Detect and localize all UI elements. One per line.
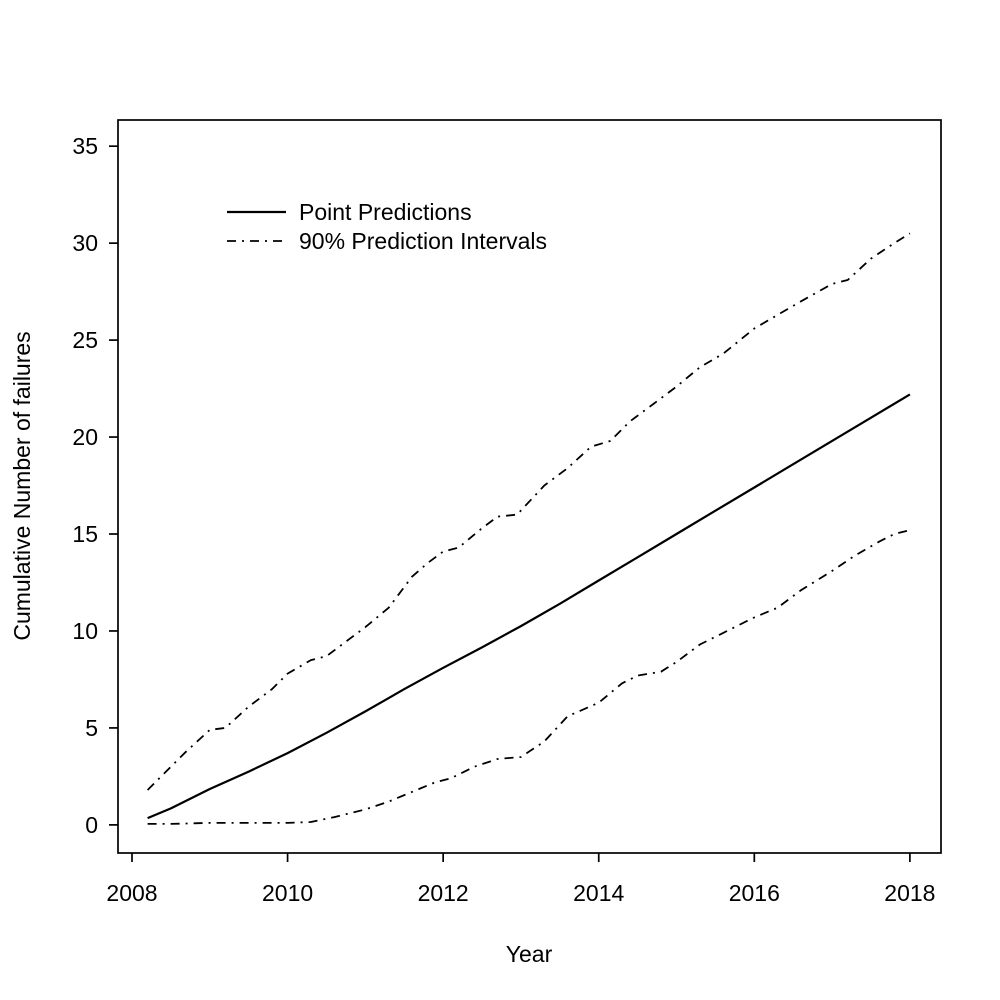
- y-tick-label: 10: [72, 618, 98, 644]
- y-tick-label: 20: [72, 424, 98, 450]
- y-axis-title: Cumulative Number of failures: [9, 331, 35, 640]
- plot-frame: [117, 119, 942, 854]
- x-tick-label: 2016: [729, 880, 780, 906]
- legend-label-point-predictions: Point Predictions: [299, 199, 472, 225]
- series-line-dashdot: [147, 529, 911, 825]
- series-line-solid: [147, 393, 911, 820]
- series-line-dashdot: [146, 232, 911, 791]
- x-tick-label: 2010: [262, 880, 313, 906]
- x-tick-label: 2014: [573, 880, 624, 906]
- y-tick-label: 5: [85, 715, 98, 741]
- y-tick-label: 25: [72, 327, 98, 353]
- y-tick-label: 35: [72, 133, 98, 159]
- x-tick-label: 2012: [418, 880, 469, 906]
- y-tick-label: 15: [72, 521, 98, 547]
- x-tick-label: 2018: [884, 880, 935, 906]
- y-tick-label: 30: [72, 230, 98, 256]
- legend-label-prediction-intervals: 90% Prediction Intervals: [299, 228, 547, 254]
- x-axis-title: Year: [506, 941, 553, 967]
- y-tick-label: 0: [85, 812, 98, 838]
- x-tick-label: 2008: [106, 880, 157, 906]
